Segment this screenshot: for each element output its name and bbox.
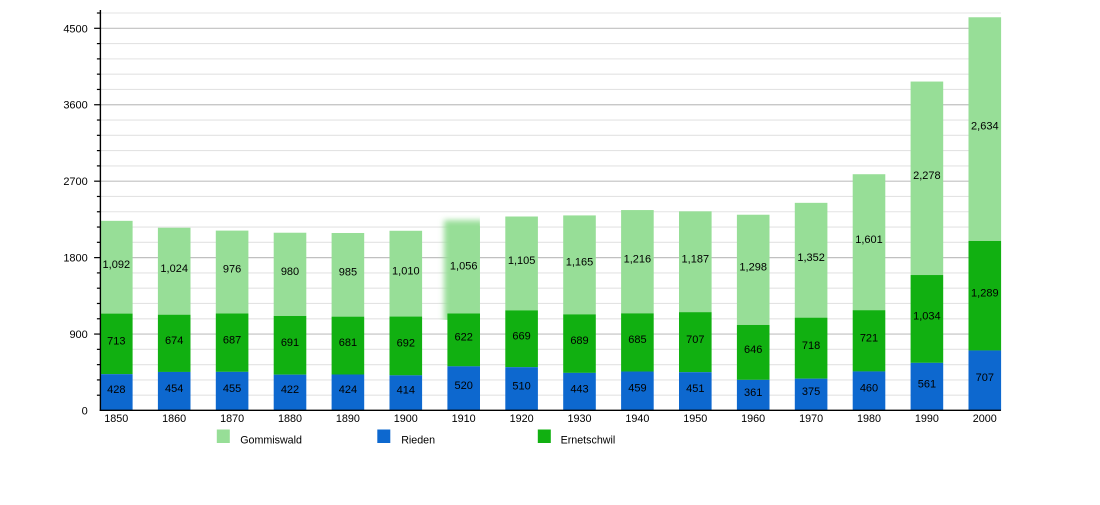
svg-text:454: 454	[165, 383, 183, 395]
svg-text:1870: 1870	[220, 413, 244, 425]
svg-text:443: 443	[570, 383, 588, 395]
svg-text:691: 691	[281, 337, 299, 349]
svg-text:1950: 1950	[683, 413, 707, 425]
svg-text:1930: 1930	[567, 413, 591, 425]
svg-text:707: 707	[686, 334, 704, 346]
svg-text:459: 459	[628, 383, 646, 395]
svg-text:1890: 1890	[336, 413, 360, 425]
svg-text:1,092: 1,092	[103, 259, 131, 271]
svg-text:1860: 1860	[162, 413, 186, 425]
svg-text:681: 681	[339, 337, 357, 349]
svg-text:713: 713	[107, 336, 125, 348]
svg-text:451: 451	[686, 383, 704, 395]
svg-text:1990: 1990	[915, 413, 939, 425]
svg-text:Gommiswald: Gommiswald	[240, 434, 302, 446]
svg-text:2,634: 2,634	[971, 121, 999, 133]
svg-text:424: 424	[339, 384, 357, 396]
svg-text:3600: 3600	[63, 100, 87, 112]
svg-text:1,601: 1,601	[855, 234, 883, 246]
svg-text:976: 976	[223, 264, 241, 276]
svg-text:4500: 4500	[63, 23, 87, 35]
svg-text:Rieden: Rieden	[401, 434, 435, 446]
svg-text:1,289: 1,289	[971, 287, 999, 299]
svg-text:422: 422	[281, 384, 299, 396]
svg-text:669: 669	[512, 330, 530, 342]
svg-text:1970: 1970	[799, 413, 823, 425]
svg-text:510: 510	[512, 380, 530, 392]
svg-text:685: 685	[628, 334, 646, 346]
svg-text:1,034: 1,034	[913, 311, 941, 323]
svg-text:707: 707	[976, 372, 994, 384]
svg-text:520: 520	[455, 380, 473, 392]
svg-text:1880: 1880	[278, 413, 302, 425]
svg-text:1800: 1800	[63, 253, 87, 265]
svg-text:687: 687	[223, 334, 241, 346]
svg-text:980: 980	[281, 266, 299, 278]
svg-text:1,105: 1,105	[508, 255, 536, 267]
svg-text:900: 900	[69, 329, 87, 341]
svg-text:721: 721	[860, 332, 878, 344]
svg-text:689: 689	[570, 335, 588, 347]
svg-text:1850: 1850	[104, 413, 128, 425]
svg-text:1,298: 1,298	[739, 262, 767, 274]
svg-text:1,352: 1,352	[797, 252, 825, 264]
svg-text:2700: 2700	[63, 176, 87, 188]
svg-text:985: 985	[339, 266, 357, 278]
svg-text:414: 414	[397, 385, 415, 397]
svg-text:Ernetschwil: Ernetschwil	[561, 434, 616, 446]
svg-text:561: 561	[918, 378, 936, 390]
svg-text:674: 674	[165, 335, 183, 347]
svg-text:1,024: 1,024	[160, 263, 188, 275]
svg-text:1960: 1960	[741, 413, 765, 425]
svg-text:1,165: 1,165	[566, 257, 594, 269]
svg-text:0: 0	[82, 405, 88, 417]
svg-text:1910: 1910	[452, 413, 476, 425]
svg-text:2,278: 2,278	[913, 170, 941, 182]
svg-text:361: 361	[744, 387, 762, 399]
svg-text:1980: 1980	[857, 413, 881, 425]
svg-text:1900: 1900	[394, 413, 418, 425]
svg-text:1,056: 1,056	[450, 260, 478, 272]
svg-text:718: 718	[802, 340, 820, 352]
svg-text:1,187: 1,187	[682, 253, 710, 265]
svg-text:646: 646	[744, 344, 762, 356]
svg-text:1,010: 1,010	[392, 265, 420, 277]
svg-text:1920: 1920	[510, 413, 534, 425]
svg-text:1,216: 1,216	[624, 253, 652, 265]
svg-text:1940: 1940	[625, 413, 649, 425]
svg-text:455: 455	[223, 383, 241, 395]
svg-text:622: 622	[455, 332, 473, 344]
svg-text:375: 375	[802, 386, 820, 398]
svg-text:460: 460	[860, 383, 878, 395]
svg-text:692: 692	[397, 338, 415, 350]
svg-text:428: 428	[107, 384, 125, 396]
svg-text:2000: 2000	[973, 413, 997, 425]
